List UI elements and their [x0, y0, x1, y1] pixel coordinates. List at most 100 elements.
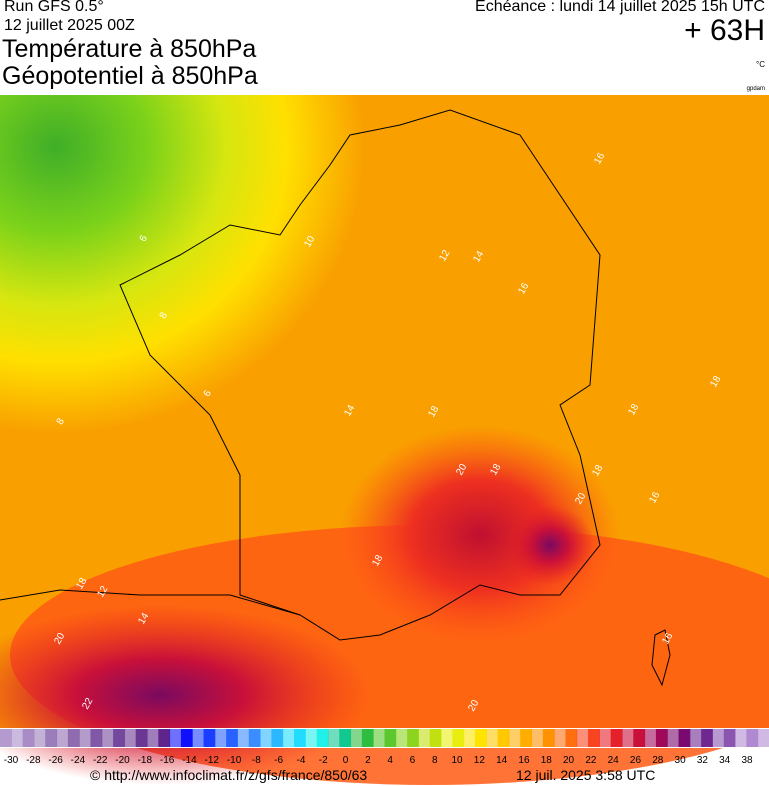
colorbar-swatch: [237, 729, 250, 747]
contour-label: 6: [138, 233, 151, 244]
colorbar-swatch: [339, 729, 352, 747]
colorbar-swatch: [531, 729, 544, 747]
colorbar-label: 26: [630, 755, 642, 766]
colorbar-label: 34: [719, 755, 731, 766]
colorbar-swatch: [316, 729, 329, 747]
colorbar-swatch: [192, 729, 205, 747]
contour-label: 12: [437, 248, 452, 264]
colorbar-swatch: [655, 729, 668, 747]
colorbar-swatch: [520, 729, 533, 747]
contour-label: 16: [516, 281, 531, 297]
colorbar-label: 0: [343, 755, 349, 766]
colorbar-swatch: [701, 729, 713, 747]
hot-area: [340, 425, 620, 645]
colorbar-swatch: [282, 729, 295, 747]
colorbar-swatch: [463, 729, 476, 747]
colorbar-swatch: [395, 729, 408, 747]
colorbar-swatch: [407, 729, 419, 747]
colorbar-swatch: [361, 729, 374, 747]
colorbar-swatch: [441, 729, 453, 747]
colorbar-swatch: [508, 729, 521, 747]
colorbar-swatch: [723, 729, 736, 747]
colorbar-swatch: [576, 729, 589, 747]
colorbar-swatch: [101, 729, 114, 747]
colorbar-label: -16: [160, 755, 175, 766]
contour-label: 16: [647, 490, 662, 506]
colorbar-swatch: [452, 729, 465, 747]
colorbar-swatch: [90, 729, 103, 747]
colorbar-swatch: [45, 729, 58, 747]
lead-time: + 63H: [684, 14, 765, 47]
colorbar-swatch: [735, 729, 747, 747]
colorbar-swatch: [226, 729, 238, 747]
contour-label: 14: [136, 611, 151, 627]
contour-label: 14: [471, 249, 486, 265]
contour-label: 20: [573, 491, 588, 507]
colorbar-swatch: [350, 729, 363, 747]
colorbar-swatch: [214, 729, 227, 747]
contour-label: 18: [708, 374, 723, 390]
colorbar-swatch: [147, 729, 159, 747]
contour-label: 18: [74, 576, 89, 592]
subtitle: Géopotentiel à 850hPa: [2, 62, 258, 90]
title: Température à 850hPa: [2, 35, 257, 63]
colorbar-swatch: [418, 729, 431, 747]
contour-label: 20: [454, 462, 469, 478]
colorbar-swatch: [429, 729, 442, 747]
colorbar-swatch: [678, 729, 691, 747]
corsica: [651, 629, 671, 687]
colorbar-label: -24: [71, 755, 86, 766]
colorbar-swatch: [746, 729, 759, 747]
valid-time: Echéance : lundi 14 juillet 2025 15h UTC: [475, 0, 765, 15]
run: Run GFS 0.5°: [4, 0, 104, 15]
contour-label: 18: [426, 404, 441, 420]
colorbar-swatch: [621, 729, 634, 747]
colorbar-swatch: [158, 729, 171, 747]
france-border: [119, 109, 601, 641]
colorbar-label: -30: [4, 755, 19, 766]
colorbar-label: 2: [365, 755, 371, 766]
contour-label: 10: [302, 234, 317, 250]
colorbar-swatch: [588, 729, 600, 747]
colorbar-swatch: [565, 729, 578, 747]
colorbar-swatch: [610, 729, 623, 747]
contour-label: 18: [488, 462, 503, 478]
colorbar-label: 6: [410, 755, 416, 766]
colorbar-swatch: [180, 729, 193, 747]
colorbar-swatch: [248, 729, 261, 747]
colorbar-label: 12: [474, 755, 486, 766]
colorbar-label: 4: [387, 755, 393, 766]
colorbar-label: -8: [252, 755, 261, 766]
colorbar-label: 16: [518, 755, 530, 766]
colorbar-swatch: [22, 729, 35, 747]
colorbar-swatch: [599, 729, 612, 747]
colorbar-label: -22: [93, 755, 108, 766]
colorbar-swatch: [667, 729, 680, 747]
colorbar-swatch: [0, 729, 12, 747]
colorbar-swatch: [474, 729, 487, 747]
colorbar-label: 18: [541, 755, 553, 766]
contour-label: 8: [55, 416, 68, 427]
source: © http://www.infoclimat.fr/z/gfs/france/…: [90, 767, 368, 783]
colorbar-label: 14: [496, 755, 508, 766]
colorbar-swatch: [373, 729, 385, 747]
colorbar-swatch: [169, 729, 182, 747]
colorbar-label: -4: [296, 755, 305, 766]
coastline: [0, 589, 301, 616]
contour-label: 22: [80, 696, 95, 712]
contour-label: 18: [590, 463, 605, 479]
colorbar-label: 32: [697, 755, 709, 766]
colorbar-swatch: [712, 729, 725, 747]
colorbar-swatch: [644, 729, 657, 747]
colorbar-label: 30: [675, 755, 687, 766]
contour-label: 6: [202, 388, 215, 399]
contour-label: 20: [466, 698, 481, 714]
colorbar-swatch: [554, 729, 566, 747]
colorbar-label: 38: [741, 755, 753, 766]
colorbar-swatch: [757, 729, 769, 747]
contour-label: 14: [342, 403, 357, 419]
colorbar-label: -28: [26, 755, 41, 766]
colorbar-swatch: [113, 729, 125, 747]
colorbar-swatch: [497, 729, 510, 747]
